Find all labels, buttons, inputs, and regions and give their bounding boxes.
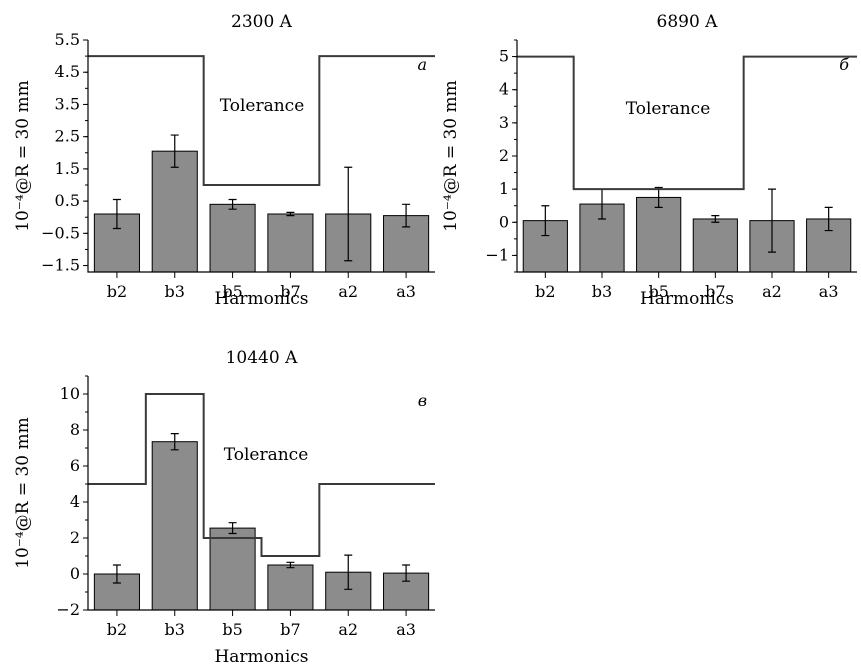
x-tick-label-b3: b3 (165, 620, 185, 639)
x-tick-label-b2: b2 (107, 282, 127, 301)
x-tick-label-a2: a2 (338, 620, 358, 639)
y-tick-label: 2 (499, 146, 509, 165)
y-tick-label: 6 (70, 456, 80, 475)
tolerance-line (88, 393, 435, 557)
bar-b5 (209, 203, 256, 273)
bar-b5 (636, 196, 682, 273)
x-tick-label-a2: a2 (338, 282, 358, 301)
y-tick-label: 2 (70, 528, 80, 547)
tolerance-label: Tolerance (224, 445, 309, 465)
x-tick-label-a3: a3 (396, 282, 416, 301)
error-bar-b2 (112, 198, 121, 230)
chart-panel-10440a: 10440 A Tolerance в −2 0 2 4 6 8 10 b2 b3 b5 b7 a2 a3 Ha… (13, 348, 435, 667)
x-tick-label-a3: a3 (396, 620, 416, 639)
chart-panel-2300a: 2300 A Tolerance a −1.5 −0.5 0.5 1.5 2.5 3.5 4.5 5… (13, 12, 435, 309)
error-bar-a3 (402, 203, 411, 228)
tolerance-line (88, 55, 435, 186)
panel-label: a (417, 55, 427, 74)
tolerance-label: Tolerance (220, 96, 305, 116)
x-tick-label-a3: a3 (819, 282, 839, 301)
y-tick-label: 5.5 (55, 30, 80, 49)
y-axis-title: 10⁻⁴@R = 30 mm (13, 80, 33, 232)
x-tick-label-b3: b3 (592, 282, 612, 301)
axes-frame (516, 40, 857, 273)
error-bar-a2 (344, 554, 353, 590)
bar-b3 (151, 150, 198, 273)
y-tick-label: 4 (70, 492, 80, 511)
error-bar-b5 (654, 186, 663, 208)
bar-b7 (692, 218, 738, 273)
error-bar-b7 (711, 215, 720, 223)
y-tick-label: 0 (499, 212, 509, 231)
y-tick-label: 1 (499, 179, 509, 198)
x-tick-label-b7: b7 (280, 620, 300, 639)
y-tick-label: 0.5 (55, 191, 80, 210)
x-tick-label-b5: b5 (222, 620, 242, 639)
x-axis-title: Harmonics (640, 289, 734, 309)
x-tick-label-a2: a2 (762, 282, 782, 301)
x-tick-label-b2: b2 (535, 282, 555, 301)
y-tick-label: 4.5 (55, 62, 80, 81)
x-tick-label-b7: b7 (705, 282, 725, 301)
y-tick-label: 3 (499, 113, 509, 132)
bar-b5 (209, 527, 256, 611)
error-bar-a3 (824, 206, 833, 232)
panel-label: б (839, 55, 849, 74)
x-tick-label-b5: b5 (648, 282, 668, 301)
y-tick-label: 8 (70, 420, 80, 439)
y-tick-label: 0 (70, 564, 80, 583)
error-bar-b2 (541, 205, 550, 237)
y-tick-label: 4 (499, 80, 509, 99)
error-bar-a2 (768, 188, 776, 253)
error-bar-a2 (344, 166, 353, 262)
chart-title: 2300 A (231, 12, 293, 32)
x-axis-title: Harmonics (214, 647, 308, 667)
y-tick-label: 10 (60, 384, 80, 403)
axes-frame (87, 376, 435, 611)
y-tick-label: −0.5 (41, 223, 80, 242)
error-bar-b7 (286, 561, 295, 569)
y-tick-label: −2 (56, 600, 80, 619)
chart-title: 10440 A (226, 348, 298, 368)
x-tick-label-b5: b5 (222, 282, 242, 301)
y-tick-label: 1.5 (55, 159, 80, 178)
error-bar-b7 (286, 211, 295, 217)
x-axis-title: Harmonics (214, 289, 308, 309)
chart-panel-6890a: 6890 A Tolerance б −1 0 1 2 3 4 5 b2 b3 b5 b7 a2 a3 Harm… (441, 12, 857, 309)
panel-label: в (418, 391, 427, 410)
error-bar-b3 (170, 134, 179, 168)
error-bar-b5 (228, 522, 237, 535)
y-tick-label: −1 (485, 245, 509, 264)
bar-b7 (267, 213, 314, 273)
axes-frame (87, 40, 435, 273)
error-bar-a3 (402, 564, 411, 582)
bar-b3 (151, 441, 198, 611)
y-tick-label: −1.5 (41, 256, 80, 275)
error-bar-b3 (170, 433, 179, 451)
bar-b7 (267, 564, 314, 611)
x-tick-label-b3: b3 (165, 282, 185, 301)
error-bar-b5 (228, 198, 237, 210)
tolerance-line (517, 55, 857, 191)
y-axis-title: 10⁻⁴@R = 30 mm (13, 417, 33, 569)
tolerance-label: Tolerance (626, 99, 711, 119)
y-tick-label: 2.5 (55, 127, 80, 146)
y-axis-title: 10⁻⁴@R = 30 mm (441, 80, 461, 232)
chart-title: 6890 A (657, 12, 719, 32)
y-tick-label: 3.5 (55, 94, 80, 113)
error-bar-b2 (112, 564, 121, 584)
y-tick-label: 5 (499, 47, 509, 66)
x-tick-label-b2: b2 (107, 620, 127, 639)
x-tick-label-b7: b7 (280, 282, 300, 301)
